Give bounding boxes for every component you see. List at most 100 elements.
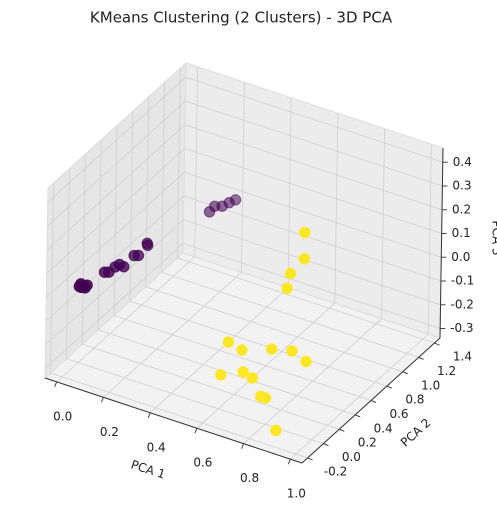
- grid-line: [50, 372, 308, 459]
- point: [237, 366, 249, 378]
- x-tick-label: 0.2: [100, 425, 119, 439]
- grid-line: [184, 124, 443, 211]
- grid-line: [47, 76, 187, 203]
- grid-line: [145, 96, 150, 287]
- x-axis: [44, 377, 303, 464]
- grid-line: [185, 100, 443, 187]
- chart-title: KMeans Clustering (2 Clusters) - 3D PCA: [90, 9, 393, 27]
- point: [281, 282, 293, 295]
- grid-line: [46, 148, 185, 274]
- y-tick-label: 1.0: [421, 378, 440, 392]
- grid-line: [44, 243, 184, 369]
- x-axis-label: PCA 1: [129, 457, 167, 481]
- tick-mark: [418, 356, 424, 360]
- grid-line: [45, 219, 184, 346]
- z-tick-label: 0.4: [453, 155, 472, 169]
- point: [132, 249, 145, 262]
- point: [222, 336, 235, 348]
- point: [229, 194, 242, 206]
- tick-mark: [194, 428, 198, 434]
- grid-line: [183, 195, 442, 282]
- y-tick-label: 0.0: [342, 450, 361, 464]
- y-tick-label: -0.2: [324, 464, 347, 478]
- grid-line: [50, 182, 54, 373]
- grid-line: [241, 82, 245, 273]
- point: [286, 345, 298, 357]
- y-tick-label: 0.6: [389, 407, 408, 421]
- y-tick-label: 1.2: [437, 364, 456, 378]
- grid-line: [129, 300, 387, 387]
- grid-line: [45, 195, 185, 322]
- grid-line: [81, 154, 86, 345]
- tick-mark: [434, 342, 440, 346]
- point: [118, 261, 130, 273]
- point: [259, 392, 272, 404]
- y-tick-label: 0.4: [374, 421, 393, 435]
- z-tick-label: 0.0: [451, 250, 470, 264]
- point: [265, 343, 278, 355]
- grid-line: [184, 148, 442, 234]
- grid-line: [82, 343, 340, 430]
- x-tick-label: 0.0: [53, 409, 72, 423]
- point: [298, 252, 311, 265]
- z-tick-label: 0.3: [452, 179, 471, 193]
- grid-line: [47, 100, 186, 227]
- grid-line: [287, 97, 292, 288]
- tick-mark: [354, 414, 361, 418]
- z-axis: [439, 147, 444, 339]
- grid-line: [98, 329, 356, 416]
- tick-mark: [147, 412, 151, 418]
- tick-mark: [323, 443, 329, 447]
- grid-line: [177, 68, 181, 259]
- point: [270, 424, 282, 437]
- point: [299, 226, 311, 239]
- grid-line: [194, 66, 199, 257]
- grid-line: [183, 219, 441, 306]
- x-tick-label: 0.6: [193, 456, 212, 470]
- tick-mark: [54, 381, 58, 388]
- grid-line: [97, 139, 102, 330]
- grid-line: [46, 124, 186, 251]
- grid-line: [46, 171, 185, 298]
- grid-line: [145, 286, 403, 373]
- point: [81, 279, 93, 291]
- grid-line: [185, 76, 443, 163]
- point: [236, 344, 248, 356]
- point: [215, 369, 227, 381]
- z-tick-label: -0.2: [451, 297, 474, 311]
- x-tick-label: 0.8: [240, 471, 259, 485]
- z-tick-label: 0.1: [452, 226, 471, 240]
- grid-line: [161, 82, 165, 273]
- grid-line: [381, 128, 385, 319]
- tick-mark: [386, 385, 393, 389]
- grid-line: [113, 125, 118, 316]
- grid-line: [161, 272, 419, 358]
- point: [300, 355, 312, 368]
- z-tick-label: -0.3: [450, 321, 473, 335]
- point: [284, 267, 297, 280]
- y-axis: [301, 337, 441, 464]
- tick-mark: [402, 371, 408, 375]
- grid-line: [183, 243, 441, 329]
- grid-line: [66, 168, 70, 359]
- tick-mark: [339, 428, 345, 432]
- z-tick-label: -0.1: [451, 274, 474, 288]
- z-axis-label: PCA 3: [490, 220, 497, 255]
- grid-line: [129, 111, 134, 302]
- z-tick-label: 0.2: [452, 202, 471, 216]
- grid-line: [177, 257, 435, 344]
- tick-mark: [307, 457, 313, 461]
- grid-line: [334, 113, 339, 304]
- tick-mark: [100, 397, 104, 403]
- y-tick-label: 0.8: [405, 393, 424, 407]
- x-tick-label: 1.0: [287, 487, 306, 501]
- tick-mark: [241, 443, 245, 449]
- grid-line: [427, 144, 432, 335]
- tick-mark: [370, 400, 377, 403]
- x-tick-label: 0.4: [147, 440, 166, 454]
- y-tick-label: 1.4: [453, 350, 472, 364]
- y-tick-label: 0.2: [358, 436, 377, 450]
- grid-line: [113, 315, 372, 401]
- tick-mark: [287, 458, 291, 465]
